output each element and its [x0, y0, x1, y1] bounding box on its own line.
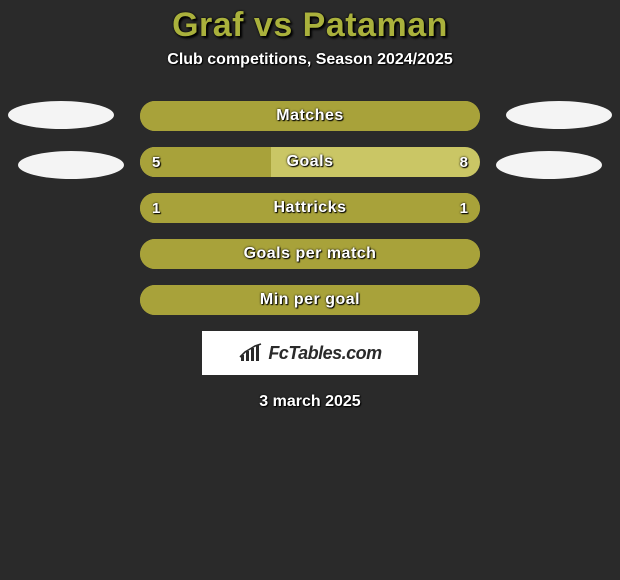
- bar-label: Goals: [140, 147, 480, 177]
- page-title: Graf vs Pataman: [0, 0, 620, 45]
- stat-bar: 5Goals8: [140, 147, 480, 177]
- stat-bar: Goals per match: [140, 239, 480, 269]
- bar-right-value: 8: [448, 147, 480, 177]
- bar-label: Min per goal: [140, 285, 480, 315]
- stat-bar: Min per goal: [140, 285, 480, 315]
- subtitle: Club competitions, Season 2024/2025: [0, 51, 620, 69]
- stats-card: Graf vs Pataman Club competitions, Seaso…: [0, 0, 620, 580]
- logo-box: FcTables.com: [202, 331, 418, 375]
- avatar-placeholder-right-1: [506, 101, 612, 129]
- logo-text: FcTables.com: [268, 343, 381, 364]
- bar-label: Hattricks: [140, 193, 480, 223]
- avatar-placeholder-right-2: [496, 151, 602, 179]
- bar-label: Goals per match: [140, 239, 480, 269]
- bars-area: Matches 5Goals8 1Hattricks1 Goals per match…: [0, 101, 620, 315]
- stat-bar: Matches: [140, 101, 480, 131]
- bar-label: Matches: [140, 101, 480, 131]
- stat-bar: 1Hattricks1: [140, 193, 480, 223]
- bar-right-value: 1: [448, 193, 480, 223]
- bar-chart-icon: [238, 343, 264, 363]
- avatar-placeholder-left-2: [18, 151, 124, 179]
- avatar-placeholder-left-1: [8, 101, 114, 129]
- date-label: 3 march 2025: [0, 393, 620, 411]
